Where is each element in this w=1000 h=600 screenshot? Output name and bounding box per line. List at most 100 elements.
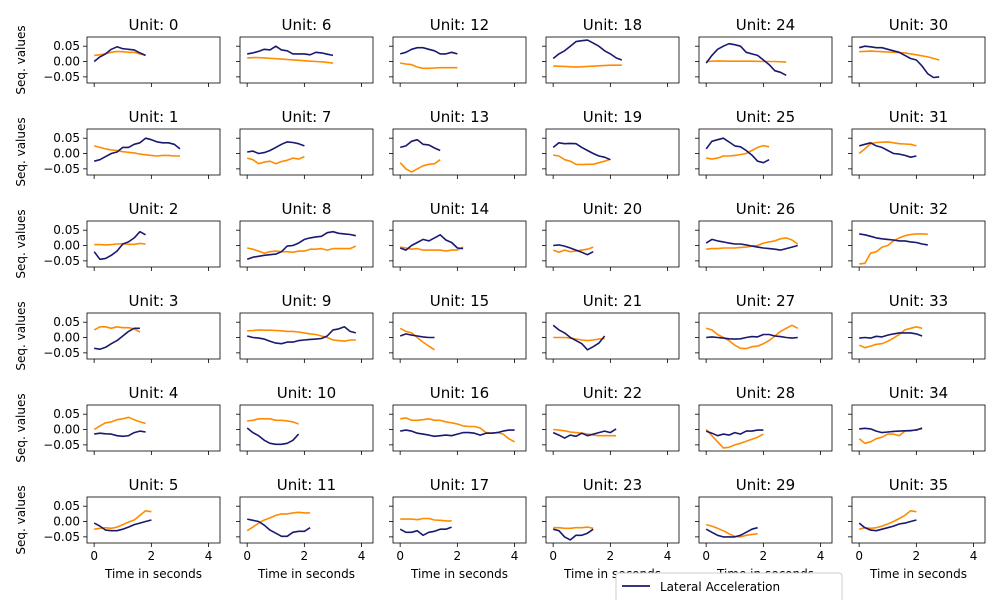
axes-frame [392,36,527,84]
x-axis-label: Time in seconds [257,567,355,581]
series-line-blue [399,333,435,339]
subplot-unit-26: Unit: 26 [695,200,833,271]
subplot-title: Unit: 30 [889,16,948,34]
x-axis-label: Time in seconds [104,567,202,581]
x-tick-label: 4 [817,549,825,563]
series-line-blue [93,45,146,63]
y-tick-label: 0.05 [53,315,80,329]
series-line-blue [552,528,594,541]
series-line-orange [705,523,758,538]
series-line-orange [93,145,180,157]
subplot-title: Unit: 13 [430,108,489,126]
series-line-blue [247,518,311,538]
subplot-title: Unit: 34 [889,384,948,402]
subplot-unit-28: Unit: 28 [695,384,833,455]
series-line-orange [400,62,458,70]
subplot-title: Unit: 10 [277,384,336,402]
series-line-blue [399,234,464,251]
subplot-title: Unit: 3 [129,292,179,310]
series-line-orange [93,416,146,431]
series-line-blue [552,324,606,351]
series-line-blue [399,46,458,55]
series-line-orange [400,517,452,522]
series-line-blue [552,39,623,61]
x-tick-label: 4 [664,549,672,563]
x-tick-label: 4 [511,549,519,563]
axes-frame [86,496,221,544]
subplot-unit-3: Unit: 3 0.05 0.00−0.05 Seq. values [14,292,221,371]
x-axis-label: Time in seconds [869,567,967,581]
y-tick-label: −0.05 [43,162,80,176]
axes-frame [86,36,221,84]
axes-frame [851,496,986,544]
x-tick-label: 4 [205,549,213,563]
y-tick-label: −0.05 [43,530,80,544]
subplot-unit-13: Unit: 13 [389,108,527,179]
series-line-blue [705,526,758,538]
y-axis-label: Seq. values [14,25,28,94]
y-tick-label: 0.05 [53,131,80,145]
x-tick-label: 2 [760,549,768,563]
x-tick-label: 2 [148,549,156,563]
x-tick-label: 0 [702,549,710,563]
series-line-orange [399,327,435,351]
y-tick-label: 0.05 [53,499,80,513]
axes-frame [698,36,833,84]
subplot-unit-21: Unit: 21 [542,292,680,363]
axes-frame [851,36,986,84]
subplot-unit-5: Unit: 5 0 2 4 0.05 0.00−0.05 Seq. values Time i… [14,476,221,581]
axes-frame [86,312,221,360]
subplot-unit-9: Unit: 9 [236,292,374,363]
axes-frame [392,496,527,544]
axes-frame [545,404,680,452]
series-line-blue [247,45,334,57]
subplot-title: Unit: 21 [583,292,642,310]
subplot-title: Unit: 18 [583,16,642,34]
axes-frame [698,312,833,360]
axes-frame [698,128,833,176]
y-tick-label: 0.00 [53,55,80,69]
subplot-title: Unit: 12 [430,16,489,34]
axes-frame [239,496,374,544]
y-axis-label: Seq. values [14,393,28,462]
subplot-unit-16: Unit: 16 [389,384,527,455]
subplot-unit-33: Unit: 33 [848,292,986,363]
series-line-blue [705,42,787,77]
axes-frame [545,128,680,176]
axes-frame [239,128,374,176]
subplot-title: Unit: 8 [282,200,332,218]
subplot-title: Unit: 11 [277,476,336,494]
series-line-blue [93,230,146,261]
y-axis-label: Seq. values [14,485,28,554]
axes-frame [851,404,986,452]
series-line-orange [247,245,357,254]
subplot-unit-4: Unit: 4 0.05 0.00−0.05 Seq. values [14,384,221,463]
series-line-blue [247,141,305,155]
series-line-orange [247,56,334,64]
series-line-orange [553,154,611,166]
series-line-blue [246,325,357,345]
series-line-orange [858,325,923,349]
subplot-title: Unit: 1 [129,108,179,126]
y-tick-label: 0.00 [53,515,80,529]
series-line-blue [552,142,611,161]
series-line-blue [859,233,928,246]
y-axis-label: Seq. values [14,117,28,186]
y-axis-label: Seq. values [14,209,28,278]
subplot-unit-22: Unit: 22 [542,384,680,455]
subplot-unit-34: Unit: 34 [848,384,986,455]
axes-frame [239,404,374,452]
series-line-orange [94,50,146,57]
series-line-orange [247,329,356,343]
x-tick-label: 2 [301,549,309,563]
subplot-unit-1: Unit: 1 0.05 0.00−0.05 Seq. values [14,108,221,187]
subplot-title: Unit: 20 [583,200,642,218]
subplot-unit-8: Unit: 8 [236,200,374,271]
series-line-orange [705,428,764,449]
axes-frame [698,220,833,268]
series-line-blue [859,427,923,434]
subplot-title: Unit: 31 [889,108,948,126]
